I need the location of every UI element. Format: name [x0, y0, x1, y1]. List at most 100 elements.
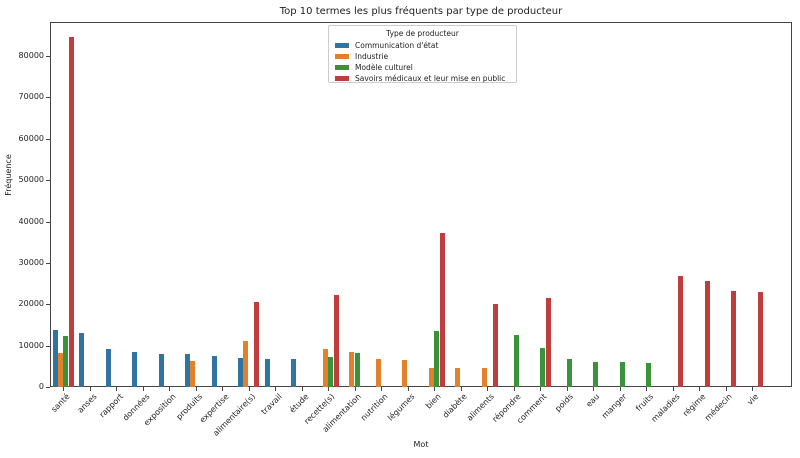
legend-item: Communication d'état	[335, 40, 510, 51]
bar	[375, 358, 381, 387]
x-tick-mark	[540, 387, 542, 391]
x-tick-mark	[169, 387, 171, 391]
x-tick-label: anses	[75, 392, 99, 415]
legend-label: Industrie	[355, 52, 389, 61]
x-tick-mark	[275, 387, 277, 391]
x-tick-mark	[328, 387, 330, 391]
legend-swatch-icon	[335, 54, 349, 59]
bar	[704, 281, 710, 387]
x-tick-label: vie	[745, 392, 761, 407]
x-tick-mark	[142, 387, 144, 391]
bar	[333, 295, 339, 387]
bar	[593, 361, 599, 387]
x-tick-mark	[63, 387, 65, 391]
bar	[492, 303, 498, 387]
x-tick-mark	[248, 387, 250, 391]
x-tick-label: légumes	[385, 392, 417, 423]
x-tick-mark	[89, 387, 91, 391]
bar	[52, 329, 58, 387]
legend-title: Type de producteur	[386, 29, 459, 38]
x-tick-label: nutrition	[359, 392, 390, 423]
bar	[291, 359, 297, 387]
bar	[349, 352, 355, 387]
bar	[434, 331, 440, 387]
x-tick-mark	[672, 387, 674, 391]
y-tick-mark	[46, 387, 50, 388]
bar	[132, 352, 138, 387]
y-tick-label: 40000	[18, 216, 44, 226]
bar	[211, 356, 217, 387]
x-tick-mark	[593, 387, 595, 391]
x-tick-mark	[407, 387, 409, 391]
y-tick-mark	[46, 97, 50, 99]
y-tick-mark	[46, 221, 50, 223]
bar	[68, 37, 74, 387]
x-tick-mark	[222, 387, 224, 391]
x-tick-mark	[752, 387, 754, 391]
legend-swatch-icon	[335, 43, 349, 48]
x-tick-mark	[354, 387, 356, 391]
x-tick-mark	[619, 387, 621, 391]
y-tick-label: 20000	[18, 299, 44, 309]
bar	[757, 291, 763, 387]
y-tick-label: 10000	[18, 340, 44, 350]
bar	[354, 352, 360, 387]
bar	[158, 353, 164, 387]
bar	[540, 347, 546, 387]
bar	[731, 291, 737, 387]
bar	[264, 358, 270, 387]
x-tick-mark	[487, 387, 489, 391]
bar	[185, 354, 191, 387]
x-tick-mark	[566, 387, 568, 391]
legend-swatch-icon	[335, 76, 349, 81]
x-tick-mark	[116, 387, 118, 391]
x-tick-label: santé	[49, 392, 72, 415]
x-axis-label: Mot	[413, 440, 429, 449]
y-tick-mark	[46, 262, 50, 264]
bar	[190, 361, 196, 387]
bar	[322, 349, 328, 387]
y-tick-label: 80000	[18, 51, 44, 60]
bar	[402, 359, 408, 387]
x-tick-label: eau	[584, 392, 602, 409]
bar	[678, 275, 684, 387]
y-tick-mark	[46, 138, 50, 140]
bar	[513, 334, 519, 387]
x-tick-mark	[381, 387, 383, 391]
legend-item: Industrie	[335, 51, 510, 62]
bar	[481, 367, 487, 387]
bar	[63, 335, 69, 387]
y-tick-label: 60000	[18, 133, 44, 143]
bar	[646, 363, 652, 387]
bar	[105, 349, 111, 387]
chart-title: Top 10 termes les plus fréquents par typ…	[279, 6, 563, 17]
x-tick-mark	[460, 387, 462, 391]
x-tick-mark	[301, 387, 303, 391]
legend-label: Modèle culturel	[355, 63, 413, 72]
legend: Type de producteur Communication d'état I…	[328, 25, 517, 83]
x-tick-label: bien	[424, 392, 443, 411]
y-tick-mark	[46, 180, 50, 182]
legend-item: Savoirs médicaux et leur mise en public	[335, 73, 510, 84]
bar	[428, 367, 434, 387]
y-tick-label: 0	[38, 382, 44, 391]
bar	[238, 358, 244, 387]
y-tick-mark	[46, 345, 50, 347]
x-tick-label: étude	[287, 392, 311, 415]
x-tick-label: fruits	[633, 392, 655, 414]
y-tick-label: 30000	[18, 257, 44, 267]
legend-item: Modèle culturel	[335, 62, 510, 73]
legend-swatch-icon	[335, 65, 349, 70]
y-tick-label: 50000	[18, 175, 44, 185]
bar	[545, 297, 551, 387]
x-tick-mark	[699, 387, 701, 391]
x-tick-label: médecin	[703, 392, 735, 423]
bar	[79, 333, 85, 387]
x-tick-label: poids	[553, 392, 576, 414]
legend-label: Savoirs médicaux et leur mise en public	[355, 74, 506, 83]
bar	[328, 357, 334, 387]
x-tick-mark	[725, 387, 727, 391]
x-tick-mark	[646, 387, 648, 391]
bar	[455, 367, 461, 387]
x-tick-label: travail	[259, 392, 284, 417]
